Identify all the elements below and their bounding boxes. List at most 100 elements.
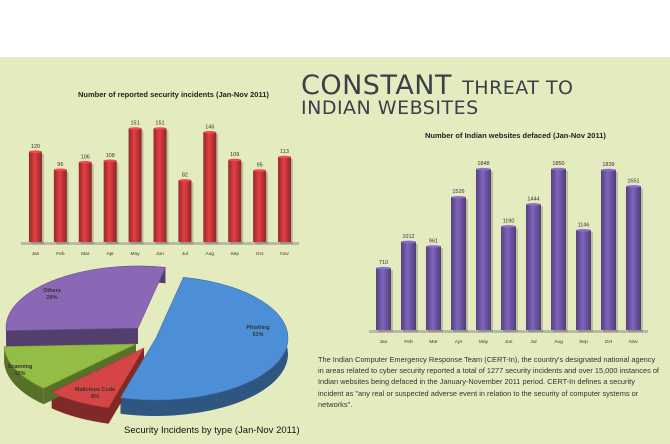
bar <box>53 169 67 242</box>
headline-word-constant: CONSTANT <box>301 70 452 101</box>
x-tick-label: Jan <box>32 251 40 257</box>
bar-value-label: 1012 <box>402 234 414 240</box>
x-tick-label: Sep <box>230 251 239 257</box>
bar-value-label: 109 <box>230 152 239 158</box>
bar-value-label: 106 <box>81 154 90 160</box>
bar-top <box>103 159 117 163</box>
x-tick-label: Jun <box>156 251 164 257</box>
bar-top <box>278 155 292 159</box>
bar-value-label: 151 <box>130 121 139 127</box>
bar-value-label: 1839 <box>602 162 614 168</box>
bar <box>426 246 441 330</box>
bar <box>501 226 516 330</box>
bar <box>103 160 117 242</box>
bar-value-label: 1651 <box>627 178 639 184</box>
x-tick-label: Jul <box>182 251 188 257</box>
bar-top <box>426 245 441 248</box>
pie-slice-side <box>4 346 44 405</box>
bar <box>576 230 591 330</box>
x-tick-label: Apr <box>106 251 114 257</box>
pie-chart-title: Security Incidents by type (Jan-Nov 2011… <box>124 425 300 436</box>
bar <box>203 132 217 242</box>
pie-slice-percent: 8% <box>91 394 99 400</box>
bar-top <box>228 158 242 162</box>
bar-value-label: 96 <box>57 162 63 168</box>
bar-value-label: 1146 <box>578 222 590 228</box>
bar <box>253 170 267 242</box>
pie-slice-label: Others <box>43 288 61 294</box>
x-tick-label: Sep <box>579 339 588 345</box>
bar-top <box>401 240 416 244</box>
bar <box>476 169 491 330</box>
x-tick-label: May <box>131 251 141 257</box>
pie-slice <box>120 277 289 401</box>
bar <box>153 128 167 242</box>
headline: CONSTANT THREAT TO <box>301 67 574 99</box>
description-paragraph: The Indian Computer Emergency Response T… <box>318 355 659 409</box>
x-tick-label: Oct <box>256 251 264 257</box>
pie-slice-wall <box>108 348 144 424</box>
bar-top <box>601 168 616 172</box>
pie-slice <box>50 347 145 409</box>
bar <box>601 170 616 330</box>
bar-top <box>153 127 167 130</box>
bar-value-label: 151 <box>155 121 164 127</box>
bar-top <box>53 168 67 172</box>
x-tick-label: Oct <box>605 339 613 345</box>
x-tick-label: Mar <box>81 251 90 257</box>
pie-slice-label: Malicious Code <box>75 387 115 393</box>
bar-value-label: 120 <box>31 144 40 150</box>
bar-top <box>576 228 591 232</box>
bar-value-label: 95 <box>257 163 263 169</box>
bar-top <box>128 127 142 130</box>
bar-top <box>78 161 92 164</box>
x-tick-label: Feb <box>404 339 413 345</box>
bar-value-label: 961 <box>429 238 438 244</box>
bar <box>28 151 42 242</box>
x-tick-label: May <box>479 339 489 345</box>
bar <box>128 128 142 242</box>
x-tick-label: Nov <box>629 339 638 345</box>
bar <box>278 157 292 242</box>
pie-slice-label: Phishing <box>246 325 269 331</box>
x-tick-label: Mar <box>429 339 438 345</box>
bar-value-label: 146 <box>205 124 214 130</box>
bar <box>551 169 566 330</box>
bar-top <box>451 195 466 199</box>
headline-line2: INDIAN WEBSITES <box>301 97 479 119</box>
bar-top <box>476 167 491 171</box>
bar-value-label: 113 <box>280 149 289 155</box>
pie-slice <box>5 265 166 331</box>
pie-slice-side <box>51 392 109 424</box>
x-tick-label: Jun <box>505 339 513 345</box>
bar <box>178 180 192 242</box>
incidents-bar-chart: 120 Jan 96 Feb 106 Mar 108 Apr 151 May 151 Jun 82 Jul… <box>21 121 299 257</box>
x-tick-label: Jul <box>530 339 536 345</box>
bar-value-label: 710 <box>379 260 388 266</box>
bar <box>626 186 641 330</box>
bar-value-label: 1848 <box>477 161 489 167</box>
bar <box>526 204 541 330</box>
x-tick-label: Aug <box>554 339 563 345</box>
bar <box>451 197 466 330</box>
bar-top <box>526 203 541 206</box>
bar <box>228 160 242 242</box>
pie-slice-percent: 51% <box>252 332 263 338</box>
bar-top <box>626 185 641 188</box>
bar-value-label: 1850 <box>552 161 564 167</box>
bar <box>401 241 416 330</box>
bar-value-label: 82 <box>182 172 188 178</box>
bar-top <box>501 225 516 228</box>
bar-value-label: 1444 <box>527 196 539 202</box>
pie-slice-side <box>120 277 289 417</box>
bar <box>376 268 391 330</box>
x-tick-label: Feb <box>56 251 65 257</box>
incidents-chart-title: Number of reported security incidents (J… <box>78 90 269 99</box>
bar-top <box>28 150 42 154</box>
bar-value-label: 108 <box>106 153 115 159</box>
defaced-chart-title: Number of Indian websites defaced (Jan-N… <box>425 131 606 140</box>
bar <box>78 162 92 242</box>
pie-slice-percent: 29% <box>46 295 57 301</box>
